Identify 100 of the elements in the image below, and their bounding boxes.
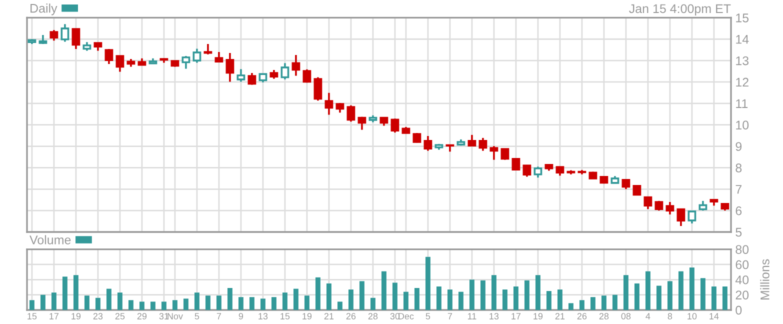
x-tick-label: 10 <box>688 313 697 320</box>
candlestick <box>104 48 114 65</box>
x-tick-label: 28 <box>599 313 609 320</box>
y-tick-label: 10 <box>736 120 749 130</box>
y-tick-label: 7 <box>736 185 742 194</box>
bar <box>557 290 562 310</box>
x-tick-label: 13 <box>258 313 268 320</box>
candlestick <box>280 62 290 80</box>
bar <box>634 283 640 310</box>
bar <box>469 280 474 310</box>
bar <box>150 302 156 310</box>
candlestick <box>632 185 642 196</box>
bar <box>348 290 354 310</box>
legend-label: Daily <box>30 4 58 16</box>
candlestick <box>534 166 542 178</box>
y-tick-label: 20 <box>736 290 749 300</box>
candlestick <box>676 208 686 227</box>
legend-label: Volume <box>30 235 71 244</box>
bar <box>524 280 530 310</box>
bar <box>73 275 78 310</box>
x-tick-label: 15 <box>280 313 290 320</box>
y-tick-label: 12 <box>736 78 748 87</box>
candlestick <box>116 55 124 73</box>
candlestick <box>644 196 652 210</box>
bar <box>117 292 122 310</box>
bar <box>194 292 200 310</box>
bar <box>667 281 672 310</box>
x-tick-label: 17 <box>512 313 521 320</box>
candlestick <box>478 137 488 152</box>
candlestick <box>688 210 696 224</box>
bar <box>392 282 398 310</box>
bar <box>568 303 574 310</box>
bar <box>535 275 540 310</box>
x-tick-label: 23 <box>93 313 103 320</box>
y-tick-label: 15 <box>736 14 749 22</box>
candlestick <box>72 28 80 50</box>
bar <box>513 286 518 310</box>
x-tick-label: 26 <box>346 313 356 320</box>
candlestick <box>500 148 510 161</box>
candlestick <box>236 68 246 83</box>
y-tick-label: 80 <box>736 245 749 254</box>
bar <box>370 298 376 310</box>
candlestick <box>468 134 476 147</box>
bar <box>656 286 662 310</box>
x-tick-label: 08 <box>621 313 631 320</box>
bar <box>260 298 266 310</box>
candlestick <box>226 52 234 83</box>
y-axis-title: Millions <box>760 259 770 300</box>
candlestick <box>424 135 432 152</box>
y-tick-label: 60 <box>736 260 749 270</box>
candlestick <box>698 200 708 212</box>
candlestick <box>390 118 400 134</box>
bar <box>612 294 618 310</box>
x-tick-label: 17 <box>50 313 59 320</box>
bar <box>458 292 464 310</box>
x-tick-label: 21 <box>324 313 334 320</box>
candlestick <box>324 92 334 116</box>
x-tick-label: 19 <box>302 313 312 320</box>
bar <box>678 271 684 310</box>
candlestick <box>204 43 212 56</box>
candlestick <box>346 104 356 123</box>
x-tick-label: 13 <box>490 313 499 320</box>
bar <box>590 297 596 310</box>
y-tick-label: 0 <box>736 306 742 315</box>
bar <box>689 268 694 310</box>
x-tick-label: 28 <box>368 313 378 320</box>
candlestick <box>50 29 58 42</box>
x-tick-label: 4 <box>646 313 650 320</box>
x-tick-label: 9 <box>238 313 244 320</box>
candlestick <box>522 164 532 178</box>
candlestick <box>248 72 256 86</box>
bar <box>128 300 134 310</box>
bar <box>315 277 320 310</box>
y-tick-label: 8 <box>736 164 742 172</box>
bar <box>238 297 244 310</box>
candlestick <box>490 145 498 161</box>
bar <box>216 296 222 310</box>
bar <box>645 271 650 310</box>
candlestick <box>182 55 190 70</box>
bar <box>359 281 364 310</box>
x-tick-label: 7 <box>216 313 222 320</box>
y-tick-label: 14 <box>736 35 749 44</box>
bar <box>546 291 552 310</box>
x-tick-label: 8 <box>668 313 672 320</box>
text: Jan 15 4:00pm ET <box>629 4 731 16</box>
bar <box>502 290 508 310</box>
bar <box>271 297 276 310</box>
bar <box>227 288 232 310</box>
x-tick-label: 5 <box>194 313 200 320</box>
bar <box>205 296 210 310</box>
bar <box>601 296 606 310</box>
bar <box>491 275 496 310</box>
bar <box>293 288 298 310</box>
bar <box>414 288 420 310</box>
candlestick <box>512 158 520 171</box>
candlestick <box>292 54 300 77</box>
bar <box>711 286 716 310</box>
candlestick <box>314 76 322 102</box>
x-tick-label: 26 <box>577 313 587 320</box>
bar <box>282 292 288 310</box>
